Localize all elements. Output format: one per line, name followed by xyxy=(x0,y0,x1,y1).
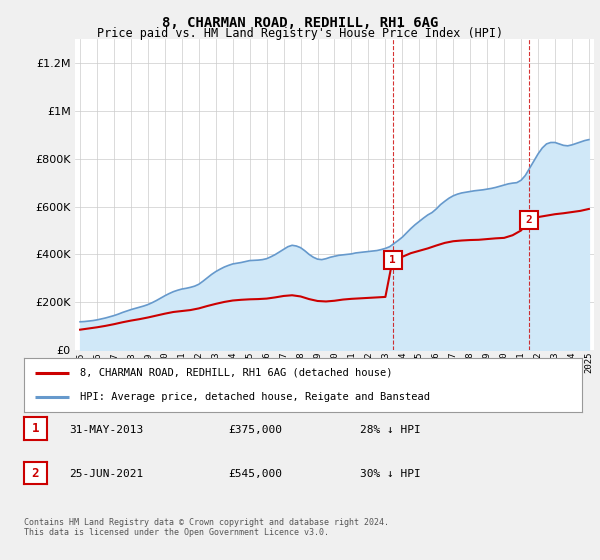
Text: 2: 2 xyxy=(526,214,533,225)
Text: 30% ↓ HPI: 30% ↓ HPI xyxy=(360,469,421,479)
Text: £375,000: £375,000 xyxy=(228,424,282,435)
Text: 25-JUN-2021: 25-JUN-2021 xyxy=(69,469,143,479)
Text: 8, CHARMAN ROAD, REDHILL, RH1 6AG: 8, CHARMAN ROAD, REDHILL, RH1 6AG xyxy=(162,16,438,30)
Text: 1: 1 xyxy=(389,255,396,265)
Text: 8, CHARMAN ROAD, REDHILL, RH1 6AG (detached house): 8, CHARMAN ROAD, REDHILL, RH1 6AG (detac… xyxy=(80,368,392,378)
Text: HPI: Average price, detached house, Reigate and Banstead: HPI: Average price, detached house, Reig… xyxy=(80,392,430,402)
Text: 2: 2 xyxy=(32,466,39,480)
Text: 28% ↓ HPI: 28% ↓ HPI xyxy=(360,424,421,435)
Text: 31-MAY-2013: 31-MAY-2013 xyxy=(69,424,143,435)
Text: Price paid vs. HM Land Registry's House Price Index (HPI): Price paid vs. HM Land Registry's House … xyxy=(97,27,503,40)
Text: 1: 1 xyxy=(32,422,39,435)
Text: Contains HM Land Registry data © Crown copyright and database right 2024.
This d: Contains HM Land Registry data © Crown c… xyxy=(24,518,389,538)
Text: £545,000: £545,000 xyxy=(228,469,282,479)
